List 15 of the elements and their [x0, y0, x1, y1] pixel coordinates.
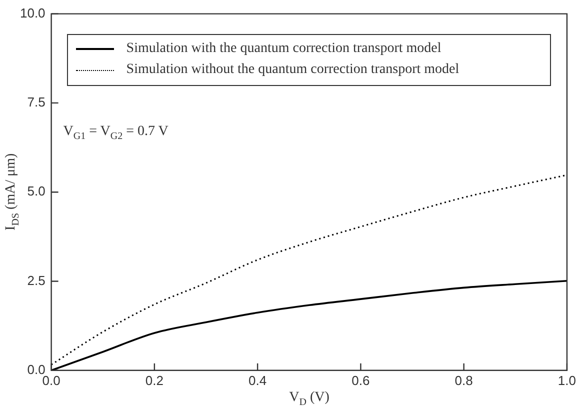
y-tick-label: 2.5 [27, 272, 46, 288]
x-tick-label: 0.2 [145, 372, 164, 388]
y-tick-label: 10.0 [20, 5, 46, 20]
x-tick-label: 1.0 [558, 372, 576, 388]
x-axis-title: V$_{D}$ (V) [289, 390, 330, 408]
line-series [51, 174, 567, 366]
x-tick-label: 0.4 [248, 372, 267, 388]
line-series [51, 280, 567, 370]
y-tick-label: 5.0 [27, 184, 46, 199]
legend-label: Simulation with the quantum correction transport model [126, 41, 442, 58]
y-tick-label: 7.5 [27, 94, 46, 110]
x-tick-label: 0.8 [454, 372, 473, 388]
x-tick-label: 0.6 [352, 372, 370, 388]
legend-label: Simulation without the quantum correction transport model [126, 62, 460, 78]
annotation: V$_{G1}$ = V$_{G2}$ = 0.7 V [63, 124, 168, 142]
